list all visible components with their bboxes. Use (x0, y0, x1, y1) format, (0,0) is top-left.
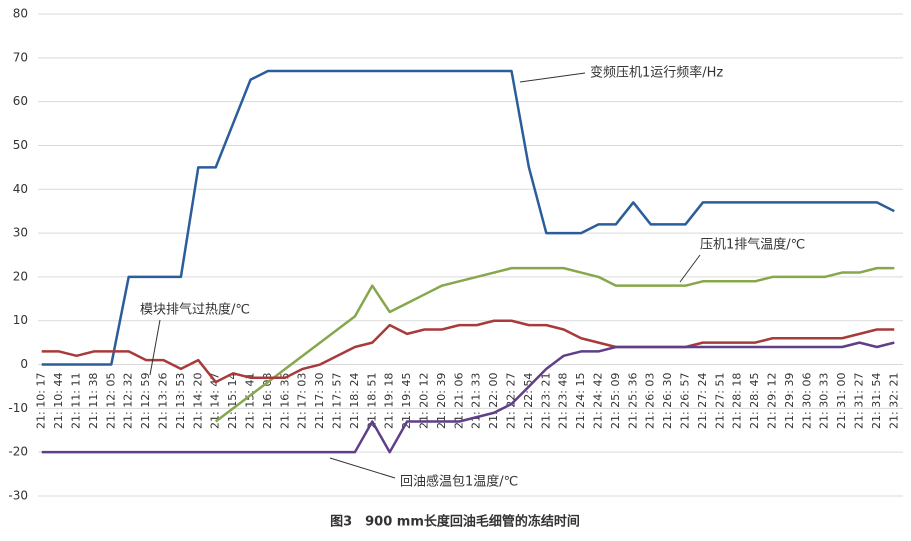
x-tick-label: 21: 12: 05 (104, 373, 117, 429)
x-tick-label: 21: 15: 41 (244, 373, 257, 429)
x-tick-label: 21: 13: 53 (174, 373, 187, 429)
x-tick-label: 21: 31: 27 (853, 373, 866, 429)
series-line (214, 266, 895, 423)
x-tick-label: 21: 25: 36 (626, 373, 639, 429)
y-tick-label: 80 (13, 7, 28, 21)
x-tick-label: 21: 18: 51 (365, 373, 378, 429)
x-tick-label: 21: 30: 33 (818, 373, 831, 429)
x-tick-label: 21: 11: 38 (87, 373, 100, 429)
x-tick-label: 21: 17: 03 (296, 373, 309, 429)
x-tick-label: 21: 23: 48 (557, 373, 570, 429)
x-tick-label: 21: 29: 12 (766, 373, 779, 429)
x-tick-label: 21: 14: 47 (209, 373, 222, 429)
y-tick-label: 10 (13, 313, 28, 327)
x-tick-label: 21: 17: 30 (313, 373, 326, 429)
x-tick-label: 21: 28: 18 (731, 373, 744, 429)
x-tick-label: 21: 30: 06 (800, 373, 813, 429)
x-tick-label: 21: 13: 26 (157, 373, 170, 429)
x-tick-label: 21: 27: 24 (696, 373, 709, 429)
y-tick-label: 50 (13, 138, 28, 152)
x-tick-label: 21: 22: 27 (505, 373, 518, 429)
series-label: 模块排气过热度/℃ (140, 302, 250, 318)
x-tick-label: 21: 17: 57 (331, 373, 344, 429)
x-tick-label: 21: 11: 11 (70, 373, 83, 429)
x-tick-label: 21: 31: 54 (870, 373, 883, 429)
leader-line (519, 72, 586, 83)
x-tick-label: 21: 22: 00 (487, 373, 500, 429)
series-line (41, 69, 895, 366)
x-tick-label: 21: 16: 35 (278, 373, 291, 429)
series-label: 变频压机1运行频率/Hz (590, 65, 723, 81)
x-tick-label: 21: 12: 32 (122, 373, 135, 429)
x-tick-label: 21: 29: 39 (783, 373, 796, 429)
series-label: 回油感温包1温度/℃ (400, 474, 518, 490)
y-tick-label: 0 (20, 357, 28, 371)
x-tick-label: 21: 19: 18 (383, 373, 396, 429)
y-tick-label: 60 (13, 94, 28, 108)
caption: 图3 900 mm长度回油毛细管的冻结时间 (330, 514, 580, 530)
x-tick-label: 21: 27: 51 (713, 373, 726, 429)
x-tick-label: 21: 26: 30 (661, 373, 674, 429)
x-tick-label: 21: 24: 15 (574, 373, 587, 429)
leader-line (329, 457, 396, 479)
x-tick-label: 21: 32: 21 (887, 373, 900, 429)
x-tick-label: 21: 28: 45 (748, 373, 761, 429)
x-tick-label: 21: 10: 17 (35, 373, 48, 429)
y-tick-label: 40 (13, 182, 28, 196)
x-tick-label: 21: 20: 39 (435, 373, 448, 429)
x-tick-label: 21: 21: 06 (452, 373, 465, 429)
y-tick-label: 20 (13, 269, 28, 283)
x-tick-label: 21: 24: 42 (592, 373, 605, 429)
x-tick-label: 21: 12: 59 (139, 373, 152, 429)
x-tick-label: 21: 21: 33 (470, 373, 483, 429)
x-tick-label: 21: 10: 44 (52, 373, 65, 429)
y-tick-label: -20 (8, 445, 28, 459)
series-label: 压机1排气温度/℃ (700, 237, 805, 253)
leader-line (679, 254, 701, 283)
y-tick-label: 70 (13, 50, 28, 64)
x-tick-label: 21: 16: 08 (261, 373, 274, 429)
x-tick-label: 21: 31: 00 (835, 373, 848, 429)
x-tick-label: 21: 26: 03 (644, 373, 657, 429)
x-tick-label: 21: 18: 24 (348, 373, 361, 429)
x-tick-label: 21: 23: 21 (539, 373, 552, 429)
leader-line (149, 319, 161, 376)
x-tick-label: 21: 20: 12 (418, 373, 431, 429)
x-tick-label: 21: 26: 57 (679, 373, 692, 429)
series-line (41, 341, 895, 454)
y-tick-label: -30 (8, 489, 28, 503)
x-tick-label: 21: 14: 20 (191, 373, 204, 429)
series-line (41, 319, 895, 384)
y-tick-label: 30 (13, 226, 28, 240)
y-tick-label: -10 (8, 401, 28, 415)
x-tick-label: 21: 22: 54 (522, 373, 535, 429)
x-tick-label: 21: 25: 09 (609, 373, 622, 429)
x-tick-label: 21: 19: 45 (400, 373, 413, 429)
x-tick-label: 21: 15: 14 (226, 373, 239, 429)
